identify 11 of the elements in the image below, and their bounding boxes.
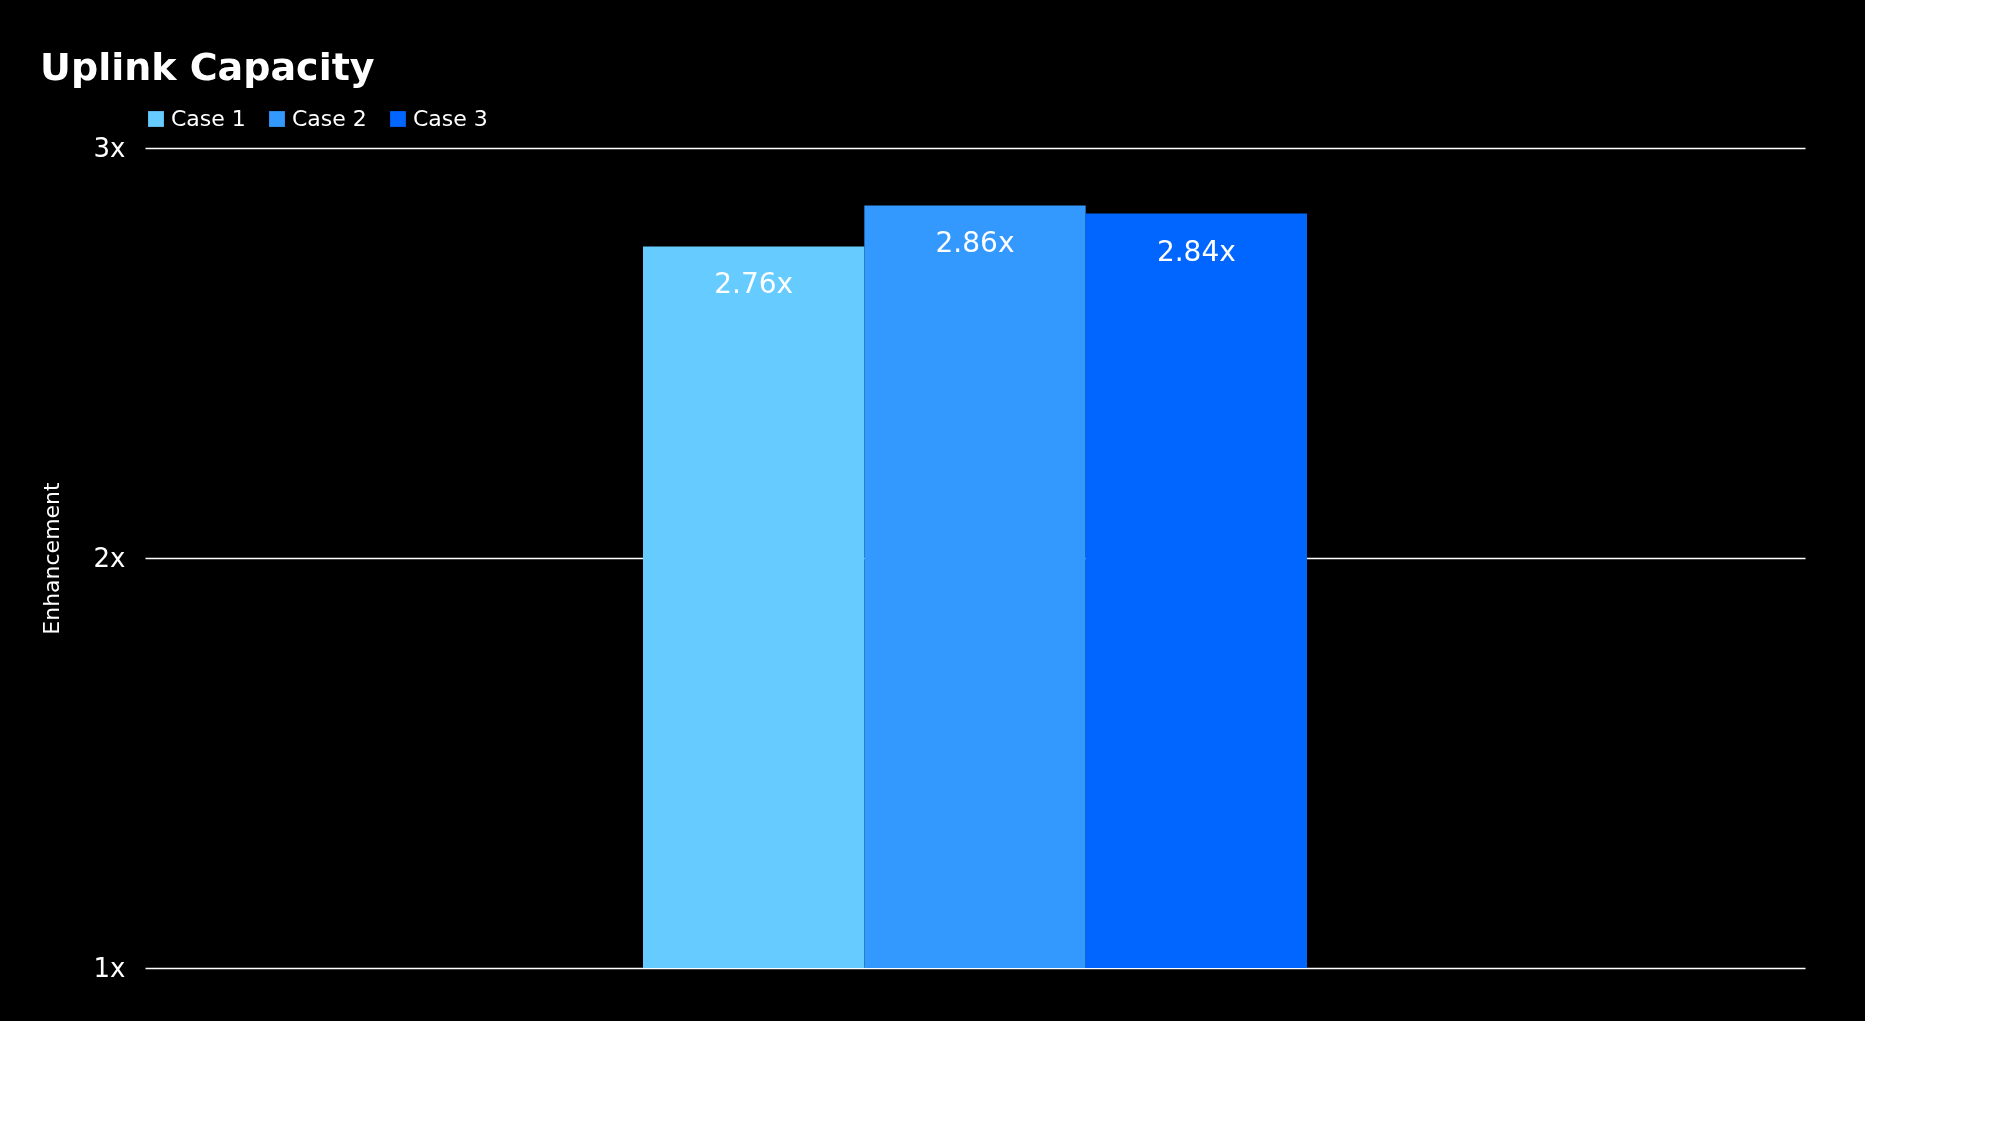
y-axis-title: Enhancement	[38, 481, 64, 635]
legend-label: Case 2	[292, 106, 367, 131]
legend-label: Case 3	[413, 106, 488, 131]
y-tick-label: 2x	[93, 542, 126, 573]
chart-title: Uplink Capacity	[40, 45, 375, 89]
y-tick-label: 1x	[93, 952, 126, 983]
y-tick-label: 3x	[93, 132, 126, 163]
data-label: 2.86x	[935, 226, 1015, 260]
legend-label: Case 1	[171, 106, 246, 131]
data-label: 2.84x	[1156, 234, 1236, 268]
data-label: 2.76x	[714, 267, 794, 301]
